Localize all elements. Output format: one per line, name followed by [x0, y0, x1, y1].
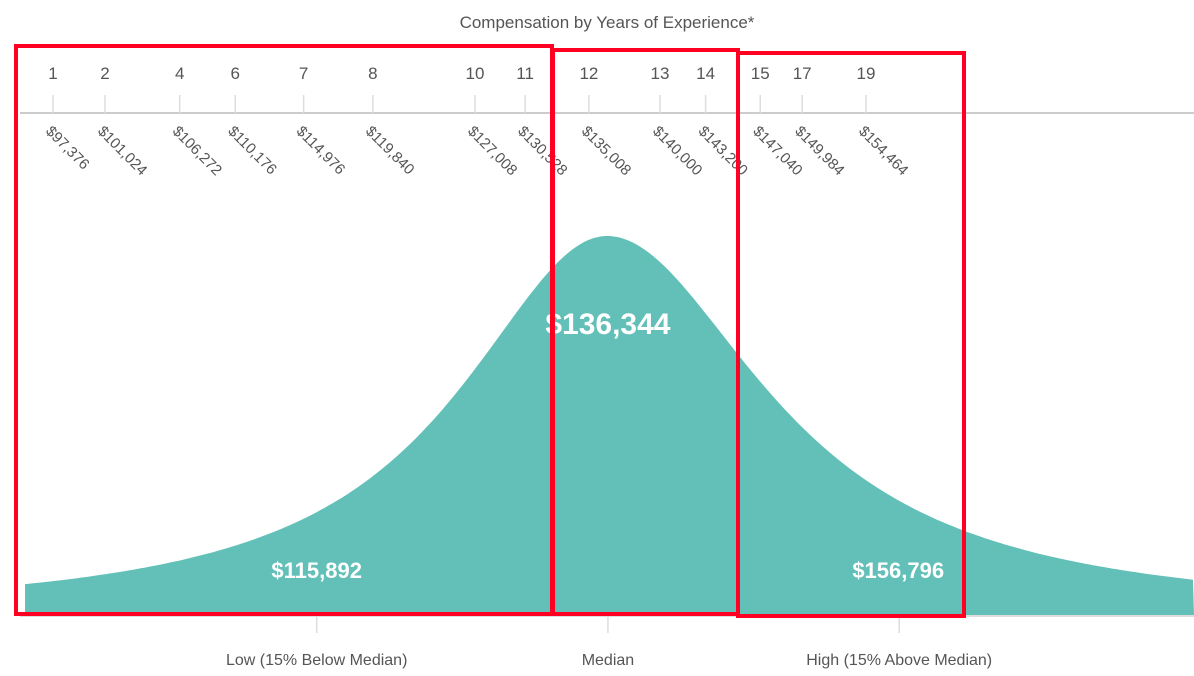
years-label: 10	[466, 64, 485, 83]
salary-label: $110,176	[224, 123, 279, 178]
years-label: 14	[696, 64, 715, 83]
years-label: 6	[231, 64, 240, 83]
salary-label: $106,272	[169, 123, 225, 179]
marker-category-label: Median	[582, 652, 634, 669]
highlight-box-high	[736, 51, 966, 618]
salary-label: $114,976	[293, 123, 348, 178]
years-label: 13	[651, 64, 670, 83]
years-label: 2	[100, 64, 109, 83]
salary-label: $143,200	[695, 123, 751, 179]
chart-title: Compensation by Years of Experience*	[460, 13, 755, 32]
salary-label: $130,528	[514, 123, 570, 179]
years-label: 11	[516, 64, 534, 83]
years-label: 17	[793, 64, 812, 83]
years-label: 19	[857, 64, 876, 83]
marker-category-label: Low (15% Below Median)	[226, 652, 407, 669]
marker-value-label: $115,892	[271, 558, 362, 583]
marker-value-label: $156,796	[852, 558, 944, 583]
salary-label: $127,008	[464, 123, 520, 179]
distribution-area	[25, 236, 1194, 615]
years-label: 7	[299, 64, 308, 83]
highlight-boxes	[14, 44, 966, 618]
years-label: 1	[48, 64, 57, 83]
salary-label: $154,464	[855, 123, 911, 179]
marker-category-label: High (15% Above Median)	[806, 652, 992, 669]
years-label: 4	[175, 64, 184, 83]
years-label: 15	[751, 64, 770, 83]
salary-label: $135,008	[578, 123, 634, 179]
years-label: 12	[579, 64, 598, 83]
years-label: 8	[368, 64, 377, 83]
salary-label: $119,840	[362, 123, 417, 178]
marker-value-label: $136,344	[545, 308, 670, 341]
salary-label: $101,024	[94, 123, 150, 179]
salary-label: $97,376	[42, 123, 92, 173]
